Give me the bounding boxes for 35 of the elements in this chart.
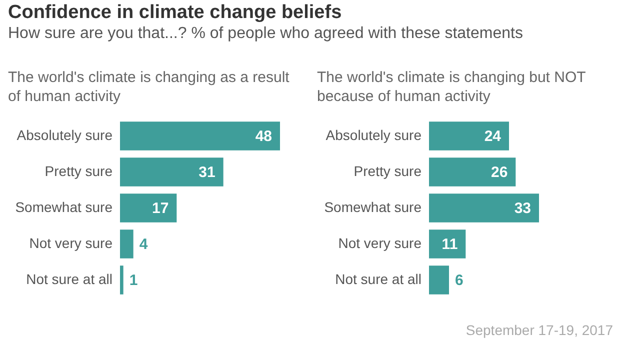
data-label: 17 — [152, 200, 169, 217]
text: Confidence in climate change beliefs — [8, 2, 342, 24]
data-label: 6 — [455, 272, 464, 289]
data-label: 4 — [139, 236, 148, 253]
bar — [429, 266, 449, 294]
bar — [120, 194, 177, 222]
y-tick-label: Absolutely sure — [326, 127, 422, 143]
y-tick-label: Not very sure — [338, 235, 422, 251]
bar — [429, 230, 466, 258]
bar — [120, 230, 134, 258]
y-tick-label: Pretty sure — [44, 163, 113, 179]
y-tick-label: Not sure at all — [335, 271, 422, 287]
data-label: 24 — [484, 128, 502, 145]
y-tick-label: Pretty sure — [354, 163, 422, 179]
bar — [429, 122, 509, 150]
bar — [429, 158, 516, 186]
bar — [429, 194, 539, 222]
y-tick-label: Not very sure — [29, 235, 113, 251]
data-label: 48 — [255, 128, 272, 145]
data-label: 1 — [129, 272, 138, 289]
bar — [120, 122, 280, 150]
y-tick-label: Somewhat sure — [324, 199, 422, 215]
y-tick-label: Absolutely sure — [16, 127, 113, 143]
text: September 17-19, 2017 — [466, 322, 613, 338]
y-tick-label: Somewhat sure — [15, 199, 113, 215]
data-label: 11 — [442, 236, 458, 253]
data-label: 26 — [490, 164, 508, 181]
data-label: 33 — [514, 200, 531, 217]
data-label: 31 — [198, 164, 216, 181]
chart-title: The world's climate is changing but NOT because of human activity — [317, 68, 587, 107]
bar — [120, 158, 224, 186]
text: How sure are you that...? % of people who agreed with these statements — [8, 25, 523, 43]
bar — [120, 266, 124, 294]
y-tick-label: Not sure at all — [26, 271, 112, 287]
chart-title: The world's climate is changing as a result of human activity — [8, 68, 290, 107]
